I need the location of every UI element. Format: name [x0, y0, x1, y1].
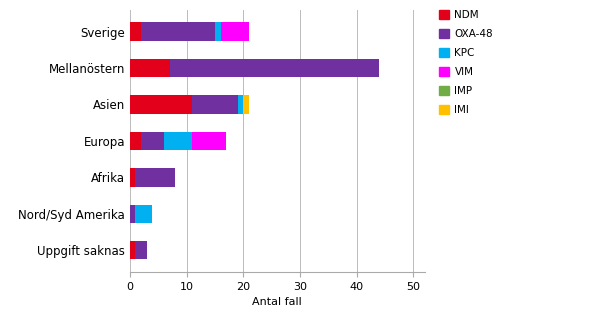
Bar	[130, 132, 141, 150]
Bar	[192, 132, 226, 150]
Bar	[136, 241, 147, 260]
Bar	[238, 95, 243, 114]
Legend: NDM, OXA-48, KPC, VIM, IMP, IMI: NDM, OXA-48, KPC, VIM, IMP, IMI	[439, 10, 493, 115]
Bar	[130, 95, 192, 114]
Bar	[136, 205, 152, 223]
Bar	[164, 132, 192, 150]
Bar	[130, 205, 136, 223]
Bar	[243, 95, 249, 114]
Bar	[215, 22, 221, 41]
Bar	[130, 168, 136, 187]
Bar	[136, 168, 175, 187]
Bar	[130, 59, 169, 77]
Bar	[130, 241, 136, 260]
Bar	[221, 22, 249, 41]
X-axis label: Antal fall: Antal fall	[253, 297, 302, 307]
Bar	[130, 22, 141, 41]
Bar	[192, 95, 238, 114]
Bar	[169, 59, 379, 77]
Bar	[141, 132, 164, 150]
Bar	[141, 22, 215, 41]
